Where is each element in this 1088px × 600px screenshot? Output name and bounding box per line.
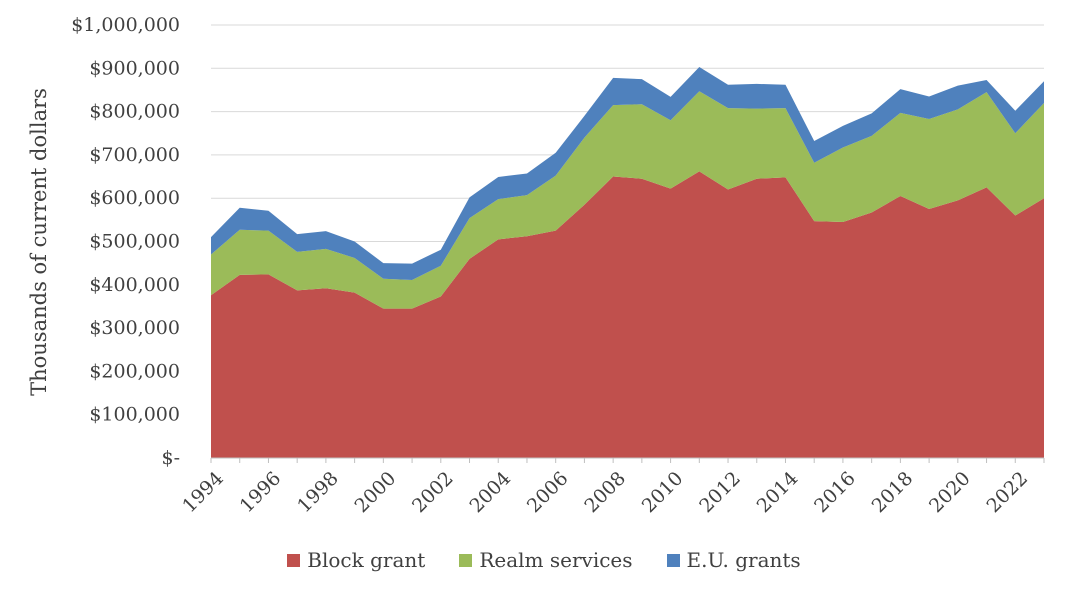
y-tick-label: $900,000 <box>89 57 180 79</box>
legend-label: Block grant <box>307 548 426 572</box>
legend-item-realm-services: Realm services <box>459 548 633 572</box>
x-tick-label: 2002 <box>408 467 458 517</box>
x-tick-labels: 1994 1996 1998 2000 2002 2004 2006 2008 2010 2012… <box>178 467 1032 517</box>
area-realm-services <box>211 91 1044 309</box>
x-tick-label: 2016 <box>810 467 860 517</box>
y-tick-label: $300,000 <box>89 317 180 339</box>
x-tick-label: 2006 <box>523 467 573 517</box>
legend-swatch <box>459 553 473 567</box>
x-tick-label: 1994 <box>178 467 228 517</box>
x-tick-label: 1996 <box>236 467 286 517</box>
x-tick-label: 1998 <box>293 467 343 517</box>
x-tick-label: 2010 <box>638 467 688 517</box>
x-tick-label: 2008 <box>580 467 630 517</box>
y-tick-label: $1,000,000 <box>71 14 180 36</box>
area-block-grant <box>211 171 1044 458</box>
x-tick-label: 2022 <box>982 467 1032 517</box>
x-tick-label: 2012 <box>695 467 745 517</box>
area-e-u-grants <box>211 67 1044 281</box>
x-tick-label: 2004 <box>465 467 515 517</box>
y-tick-labels: $- $100,000 $200,000 $300,000 $400,000 $500,0… <box>71 14 180 469</box>
y-tick-label: $800,000 <box>89 101 180 123</box>
area-series <box>211 67 1044 458</box>
y-tick-label: $500,000 <box>89 231 180 253</box>
legend: Block grant Realm services E.U. grants <box>0 548 1088 572</box>
x-tick-label: 2020 <box>925 467 975 517</box>
legend-item-block-grant: Block grant <box>287 548 425 572</box>
legend-swatch <box>666 553 680 567</box>
y-axis-label: Thousands of current dollars <box>27 88 51 396</box>
x-tick-label: 2000 <box>351 467 401 517</box>
y-tick-label: $100,000 <box>89 404 180 426</box>
y-tick-label: $- <box>161 447 180 469</box>
y-tick-label: $700,000 <box>89 144 180 166</box>
legend-swatch <box>287 553 301 567</box>
y-tick-label: $600,000 <box>89 187 180 209</box>
legend-item-eu-grants: E.U. grants <box>666 548 801 572</box>
axes <box>210 457 1045 463</box>
x-tick-label: 2018 <box>868 467 918 517</box>
y-tick-label: $400,000 <box>89 274 180 296</box>
legend-label: E.U. grants <box>686 548 801 572</box>
x-tick-label: 2014 <box>753 467 803 517</box>
legend-label: Realm services <box>479 548 633 572</box>
y-tick-label: $200,000 <box>89 360 180 382</box>
